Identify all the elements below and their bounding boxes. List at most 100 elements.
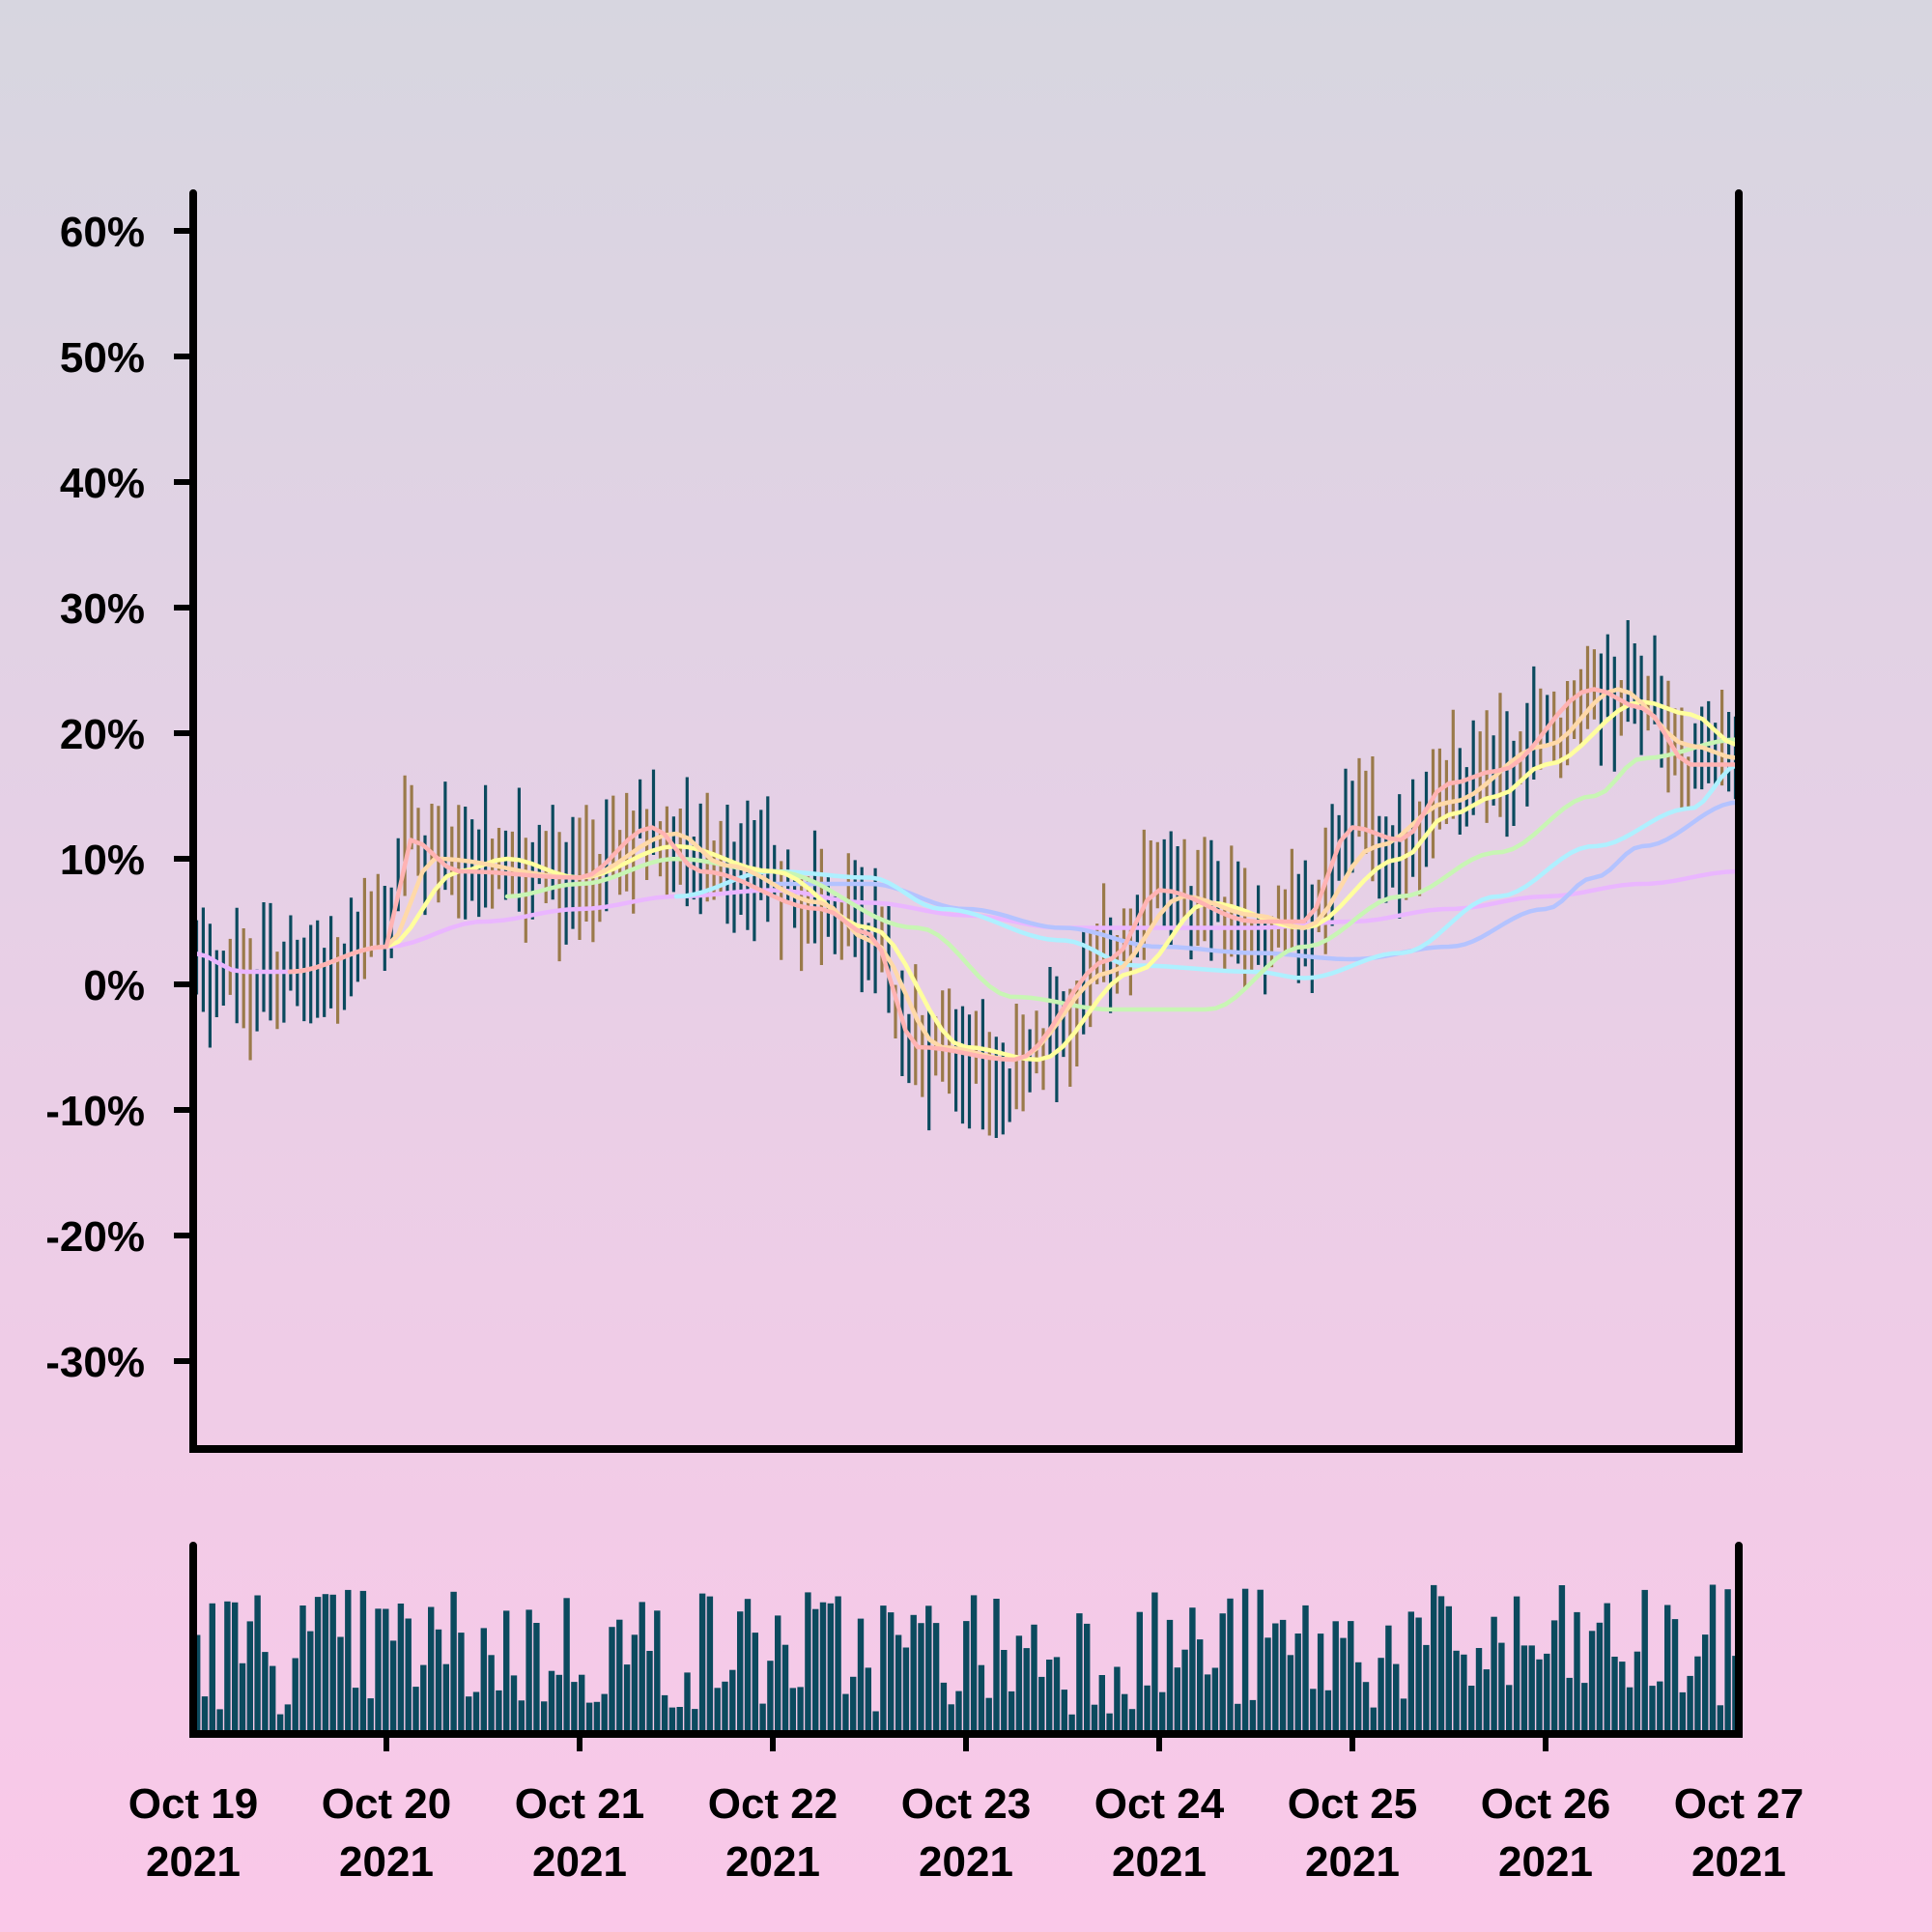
volume-bar (1445, 1605, 1452, 1734)
volume-bar (442, 1663, 449, 1734)
volume-bar (299, 1605, 306, 1734)
volume-bar (1641, 1589, 1648, 1734)
volume-bar (1588, 1631, 1596, 1734)
volume-bar (284, 1704, 292, 1734)
volume-bar (1166, 1619, 1174, 1734)
moving-average-line (287, 687, 1742, 1063)
volume-bar (752, 1633, 758, 1734)
volume-bar (910, 1614, 917, 1734)
volume-bar (1520, 1645, 1528, 1734)
volume-bar (1506, 1685, 1513, 1734)
volume-bar (1611, 1657, 1618, 1734)
volume-bar (1544, 1653, 1550, 1734)
volume-bar (307, 1631, 314, 1734)
volume-bar (1475, 1648, 1483, 1734)
price-axis: 60% 50% 40% 30% 20% 10% 0% -10% -20% -30% (45, 209, 193, 1386)
volume-bar (888, 1612, 895, 1734)
ohlc-bars (194, 620, 1738, 1138)
volume-bar (1287, 1655, 1294, 1734)
volume-bar (420, 1664, 427, 1734)
volume-bar (1694, 1656, 1701, 1734)
volume-bar (262, 1652, 269, 1734)
volume-bar (254, 1595, 261, 1734)
volume-bar (1619, 1662, 1626, 1734)
x-tick-year: 2021 (339, 1838, 434, 1886)
x-tick-label: Oct 19 (128, 1780, 259, 1828)
volume-bar (1128, 1709, 1136, 1734)
y-tick-label: 20% (60, 711, 145, 758)
volume-bar (1068, 1714, 1075, 1734)
volume-bar (1249, 1699, 1257, 1734)
volume-bar (389, 1640, 397, 1734)
x-tick-year: 2021 (919, 1838, 1013, 1886)
volume-bar (1558, 1585, 1566, 1734)
volume-bar (450, 1591, 457, 1734)
volume-bar (270, 1665, 276, 1734)
y-tick-label: -10% (45, 1088, 145, 1135)
volume-bar (1393, 1663, 1400, 1734)
volume-bar (706, 1596, 714, 1734)
volume-bar (872, 1711, 879, 1734)
volume-bar (1468, 1686, 1475, 1734)
volume-bar (646, 1651, 653, 1734)
x-tick-label: Oct 21 (515, 1780, 645, 1828)
volume-bar (435, 1629, 442, 1734)
x-tick-label: Oct 26 (1481, 1780, 1611, 1828)
volume-bar (623, 1664, 631, 1734)
volume-bar (1159, 1691, 1166, 1734)
volume-bar (359, 1590, 367, 1734)
volume-bar (1122, 1693, 1128, 1734)
volume-bar (1536, 1659, 1543, 1734)
y-tick-label: 60% (60, 209, 145, 256)
volume-bar (805, 1592, 811, 1734)
volume-bar (593, 1701, 601, 1734)
volume-bar (1431, 1584, 1437, 1734)
volume-bar (812, 1608, 819, 1734)
x-tick-year: 2021 (1498, 1838, 1593, 1886)
volume-bar (488, 1655, 495, 1734)
volume-bar (1031, 1624, 1037, 1734)
price-panel-frame (189, 189, 1743, 1453)
volume-bar (1378, 1658, 1384, 1734)
volume-bar (744, 1599, 752, 1734)
volume-bar (1355, 1662, 1362, 1734)
volume-bar (698, 1593, 706, 1734)
y-tick-label: -30% (45, 1339, 145, 1386)
volume-bar (932, 1623, 940, 1734)
volume-bar (1657, 1681, 1663, 1734)
volume-bar (781, 1644, 789, 1734)
volume-bar (563, 1598, 570, 1734)
volume-bar (692, 1709, 698, 1734)
volume-bar (466, 1696, 472, 1734)
volume-bar (1294, 1634, 1301, 1734)
volume-bar (918, 1623, 924, 1734)
volume-bar (850, 1676, 857, 1734)
volume-bar (789, 1688, 796, 1734)
volume-bar (1136, 1611, 1143, 1734)
volume-bar (835, 1596, 841, 1734)
volume-bar (1015, 1635, 1023, 1734)
volume-bar (827, 1603, 834, 1734)
volume-bar (1144, 1685, 1151, 1734)
volume-bar (503, 1610, 510, 1734)
volume-bar (1453, 1650, 1460, 1734)
volume-bar (480, 1628, 487, 1734)
volume-bar (458, 1633, 465, 1734)
volume-bar (1634, 1651, 1641, 1734)
volume-bar (1483, 1669, 1490, 1734)
volume-bar (548, 1670, 555, 1734)
volume-bar (865, 1667, 871, 1734)
volume-bar (428, 1606, 435, 1734)
volume-bar (1317, 1634, 1324, 1734)
volume-bar (555, 1674, 562, 1734)
volume-bar (322, 1594, 329, 1734)
volume-bar (1310, 1689, 1317, 1734)
volume-bar (616, 1619, 623, 1734)
volume-bar (775, 1615, 781, 1734)
volume-bar (1491, 1616, 1497, 1734)
volume-bar (1091, 1704, 1098, 1734)
volume-bar (639, 1602, 645, 1734)
volume-bar (1106, 1713, 1113, 1734)
volume-bar (1724, 1589, 1731, 1734)
